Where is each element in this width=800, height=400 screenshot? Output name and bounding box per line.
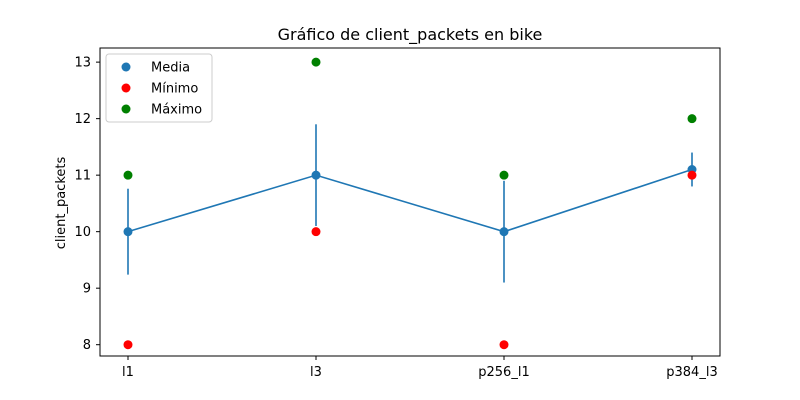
y-tick-label: 10 (74, 225, 91, 240)
y-axis-label: client_packets (54, 157, 69, 250)
legend-box (105, 53, 213, 123)
point-maximo (499, 170, 509, 180)
series-line-media (127, 168, 693, 233)
y-tick-label: 9 (83, 282, 91, 297)
y-tick-label: 12 (74, 112, 91, 127)
legend: Media Mínimo Máximo (105, 53, 213, 123)
legend-label-minimo: Mínimo (151, 82, 198, 97)
point-minimo (499, 340, 509, 350)
point-minimo (687, 170, 697, 180)
point-maximo (311, 57, 321, 67)
x-tick-label: p384_l3 (666, 365, 717, 380)
y-tick-label: 13 (74, 56, 91, 71)
y-tick-label: 8 (83, 338, 91, 353)
legend-marker-minimo (121, 83, 131, 93)
x-tick-label: p256_l1 (478, 365, 529, 380)
y-tick-label: 11 (74, 169, 91, 184)
legend-label-media: Media (151, 61, 190, 76)
point-minimo (123, 340, 133, 350)
x-tick-label: l1 (122, 365, 134, 380)
legend-label-maximo: Máximo (151, 103, 202, 118)
point-media (123, 227, 133, 237)
axes-frame (99, 47, 721, 357)
point-media (311, 170, 321, 180)
point-maximo (123, 170, 133, 180)
legend-marker-media (121, 62, 131, 72)
plot-area (123, 57, 697, 350)
legend-marker-maximo (121, 104, 131, 114)
chart-title: Gráfico de client_packets en bike (278, 25, 543, 45)
point-maximo (687, 114, 697, 124)
point-minimo (311, 227, 321, 237)
point-media (499, 227, 509, 237)
x-tick-label: l3 (310, 365, 322, 380)
